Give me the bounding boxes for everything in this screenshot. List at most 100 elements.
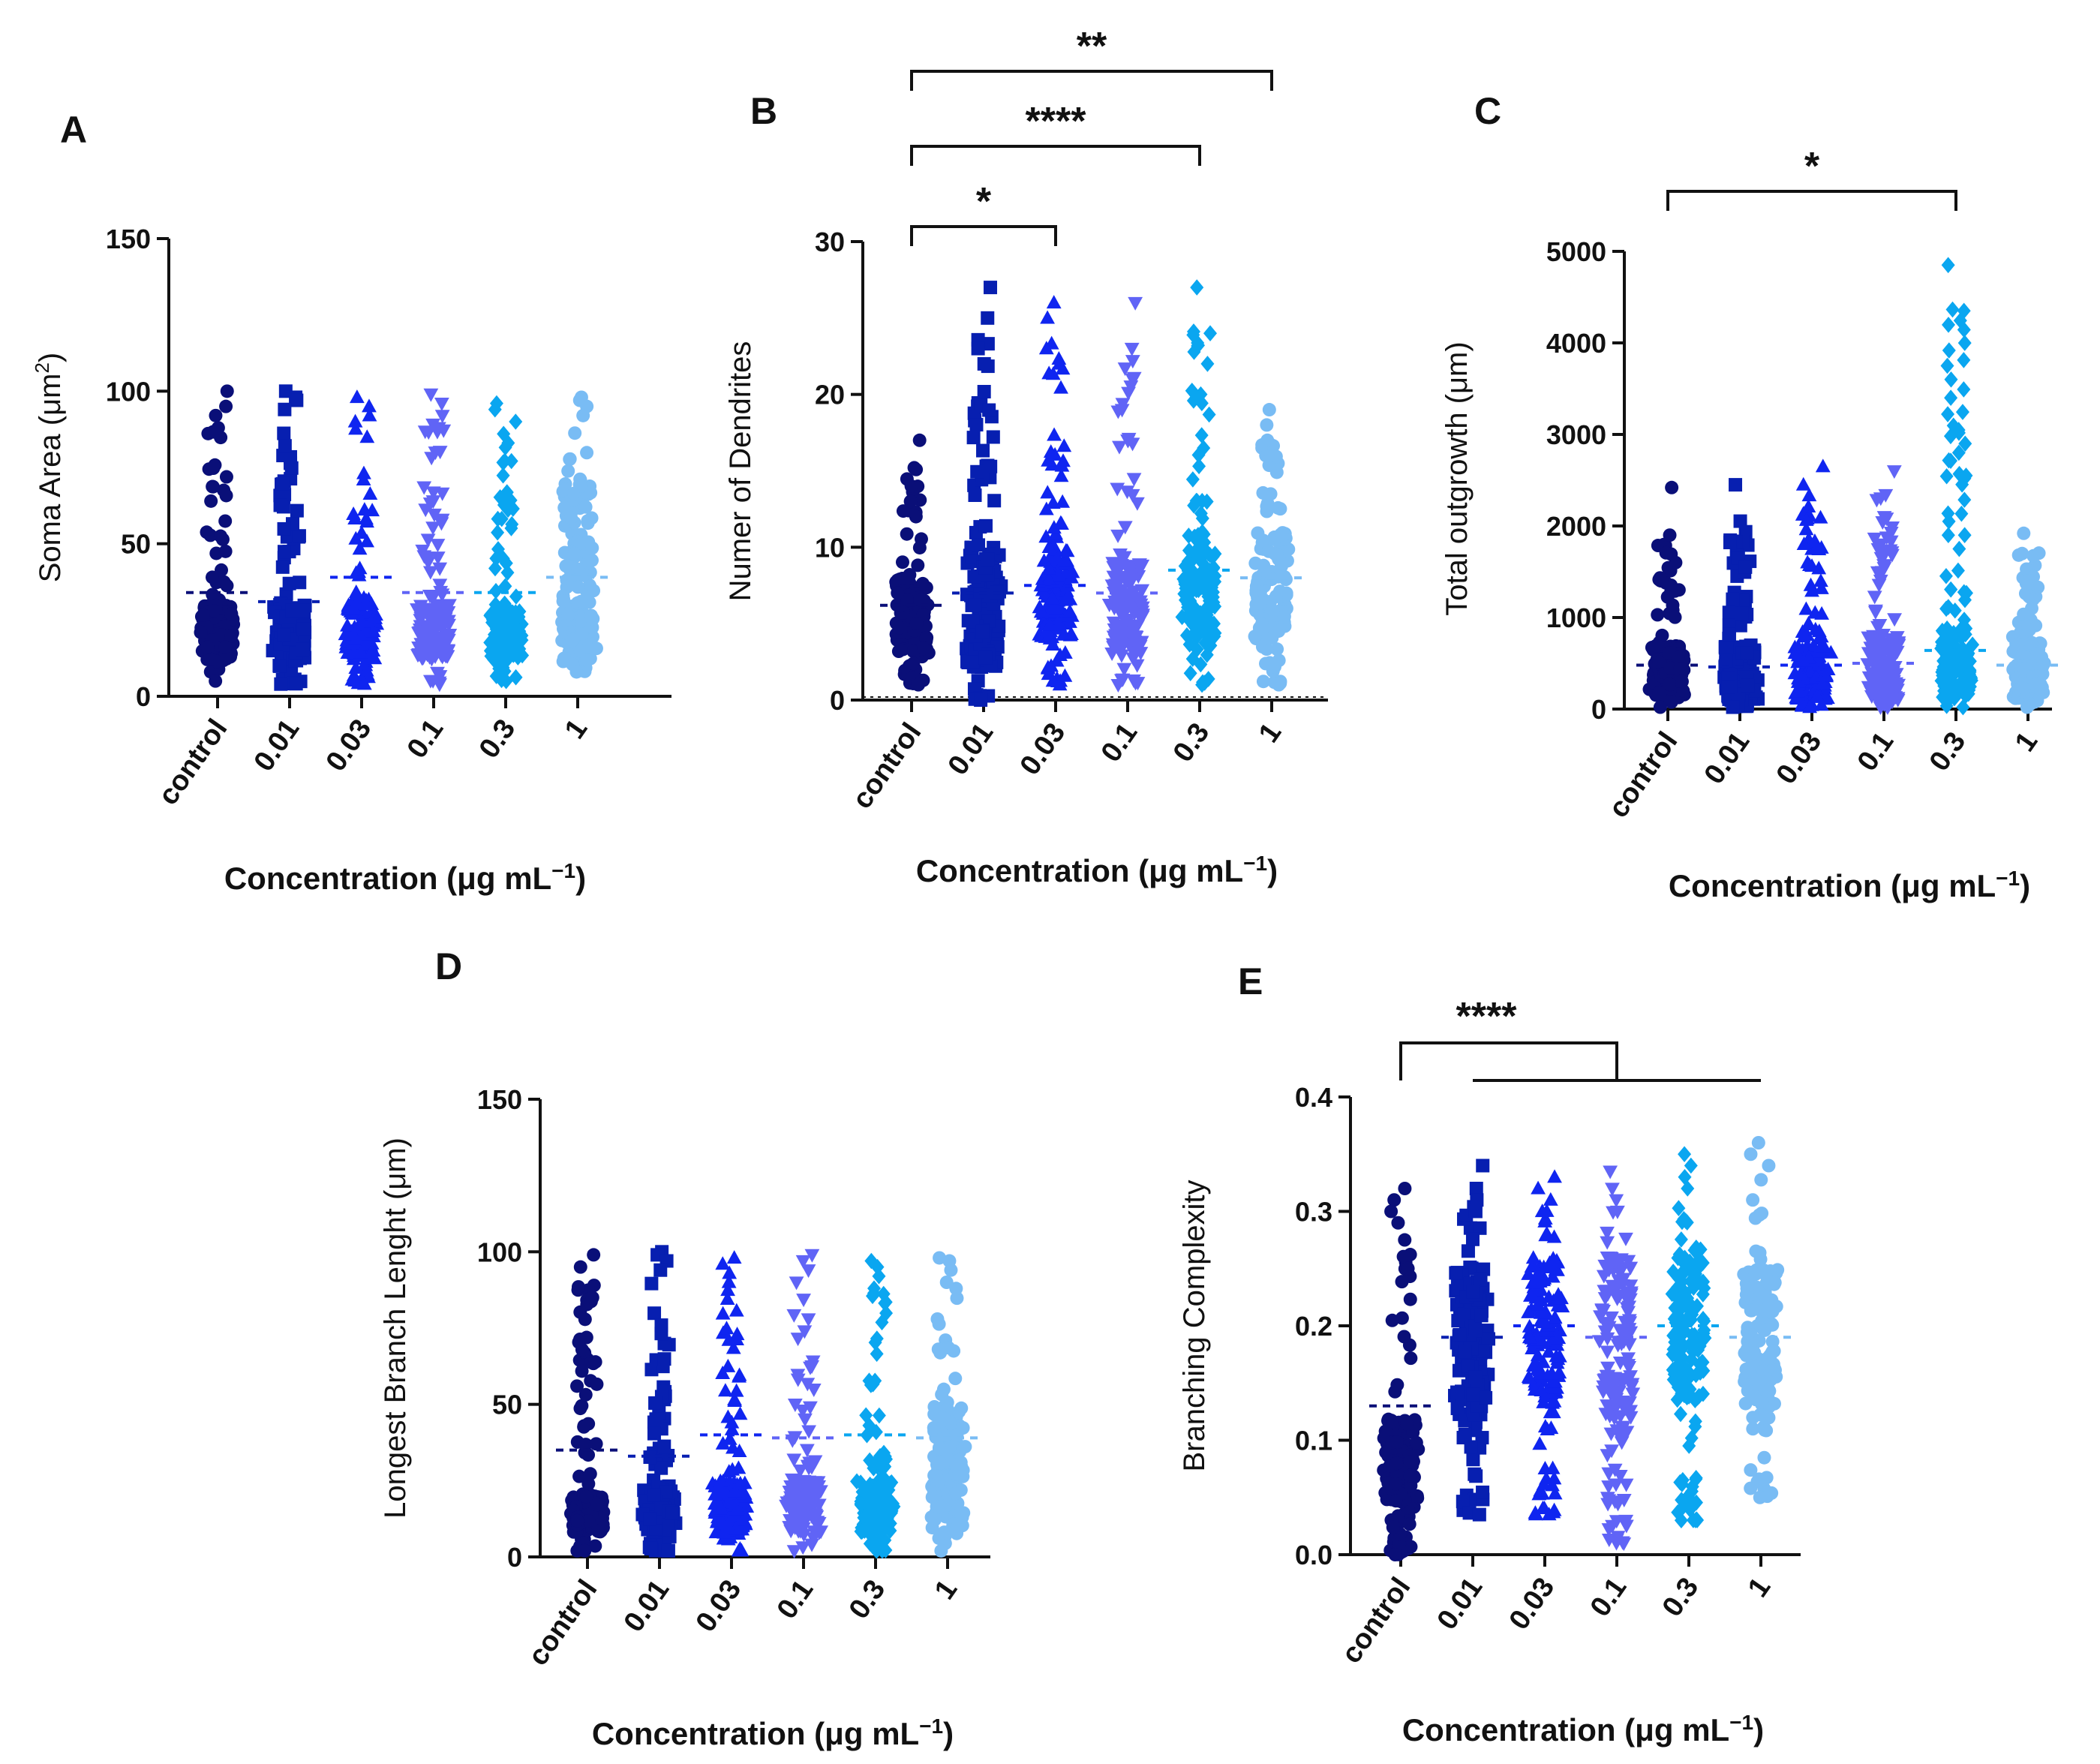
data-point — [1796, 536, 1812, 551]
data-point — [984, 281, 998, 295]
data-point — [1601, 1480, 1616, 1495]
data-point — [795, 1405, 810, 1419]
data-point — [1942, 452, 1956, 469]
data-point — [870, 1481, 884, 1498]
data-point — [1949, 661, 1963, 678]
data-point — [951, 1496, 965, 1510]
data-point — [505, 515, 519, 533]
data-point — [1624, 1381, 1639, 1395]
data-series-0-1 — [1585, 1165, 1648, 1552]
data-point — [787, 1399, 803, 1413]
data-point — [1521, 1304, 1536, 1318]
data-series-0-01 — [952, 281, 1015, 707]
x-tick-label: 0.1 — [401, 714, 450, 764]
data-point — [1201, 671, 1215, 687]
data-point — [1106, 630, 1122, 645]
data-point — [1872, 619, 1888, 633]
data-point — [789, 1276, 804, 1291]
data-point — [196, 609, 210, 623]
data-point — [803, 1361, 818, 1375]
data-point — [1684, 1366, 1698, 1383]
data-point — [1537, 1461, 1553, 1475]
data-point — [1389, 1456, 1404, 1471]
data-point — [1800, 554, 1816, 569]
data-point — [1038, 341, 1054, 355]
data-point — [1663, 678, 1677, 692]
data-point — [1530, 1297, 1546, 1311]
data-point — [1196, 569, 1210, 585]
data-point — [494, 510, 509, 527]
data-point — [425, 521, 440, 536]
data-point — [1769, 1300, 1783, 1314]
data-point — [579, 1489, 593, 1504]
data-point — [715, 1256, 731, 1270]
data-point — [1112, 440, 1127, 455]
y-tick-label: 0 — [1591, 694, 1606, 725]
data-point — [1674, 1231, 1688, 1248]
data-point — [732, 1406, 748, 1420]
data-point — [1621, 1314, 1637, 1328]
data-point — [1275, 529, 1289, 543]
data-point — [1610, 1289, 1626, 1303]
x-axis-title-suffix: ) — [1753, 1712, 1764, 1747]
data-point — [1758, 1304, 1772, 1318]
data-point — [434, 517, 449, 531]
data-point — [1621, 1306, 1636, 1320]
data-point — [1185, 383, 1199, 399]
data-point — [1064, 569, 1079, 584]
data-point — [729, 1501, 744, 1516]
y-axis-title-text: Branching Complexity — [1178, 1180, 1211, 1471]
y-tick-label: 150 — [106, 224, 151, 254]
data-point — [724, 1421, 740, 1435]
data-point — [273, 498, 287, 512]
significance-bracket: **** — [910, 100, 1201, 166]
data-point — [425, 418, 440, 432]
data-point — [1744, 1463, 1758, 1477]
data-point — [644, 1363, 659, 1377]
data-point — [1958, 671, 1972, 688]
bracket-line — [910, 225, 1057, 246]
y-tick-label: 0 — [507, 1542, 522, 1573]
data-point — [441, 618, 456, 633]
data-point — [801, 1313, 816, 1327]
data-point — [1605, 1519, 1620, 1534]
data-point — [909, 509, 923, 524]
data-point — [1386, 1414, 1400, 1429]
data-point — [1062, 614, 1077, 628]
data-point — [917, 642, 931, 656]
data-point — [1404, 1351, 1418, 1366]
data-point — [1798, 601, 1814, 615]
x-tick-label: 1 — [1742, 1572, 1777, 1603]
data-point — [797, 1325, 813, 1339]
data-point — [933, 1500, 947, 1514]
data-point — [653, 1263, 668, 1277]
data-point — [909, 616, 924, 630]
data-point — [488, 596, 503, 613]
data-point — [1264, 449, 1278, 463]
data-point — [934, 1543, 948, 1558]
data-point — [1525, 1358, 1541, 1372]
data-point — [870, 1345, 884, 1363]
data-point — [1726, 592, 1740, 606]
data-point — [1952, 540, 1966, 557]
data-point — [207, 604, 221, 618]
y-axis-title: Numer of Dendrites — [724, 341, 757, 602]
data-point — [958, 1440, 972, 1454]
data-point — [969, 418, 984, 432]
data-point — [215, 563, 229, 577]
data-point — [1548, 1374, 1563, 1388]
data-point — [348, 421, 363, 435]
x-tick-label: 0.01 — [618, 1574, 676, 1638]
data-series-0-3 — [844, 1252, 907, 1559]
data-point — [1059, 543, 1075, 557]
data-point — [1468, 1370, 1483, 1384]
data-point — [568, 426, 582, 440]
data-point — [1720, 641, 1734, 655]
data-point — [1126, 473, 1142, 487]
data-point — [1384, 1204, 1398, 1219]
data-point — [1616, 1429, 1632, 1443]
data-point — [1399, 1417, 1414, 1431]
data-point — [796, 1294, 811, 1308]
data-point — [912, 540, 927, 554]
data-point — [1600, 1399, 1615, 1414]
